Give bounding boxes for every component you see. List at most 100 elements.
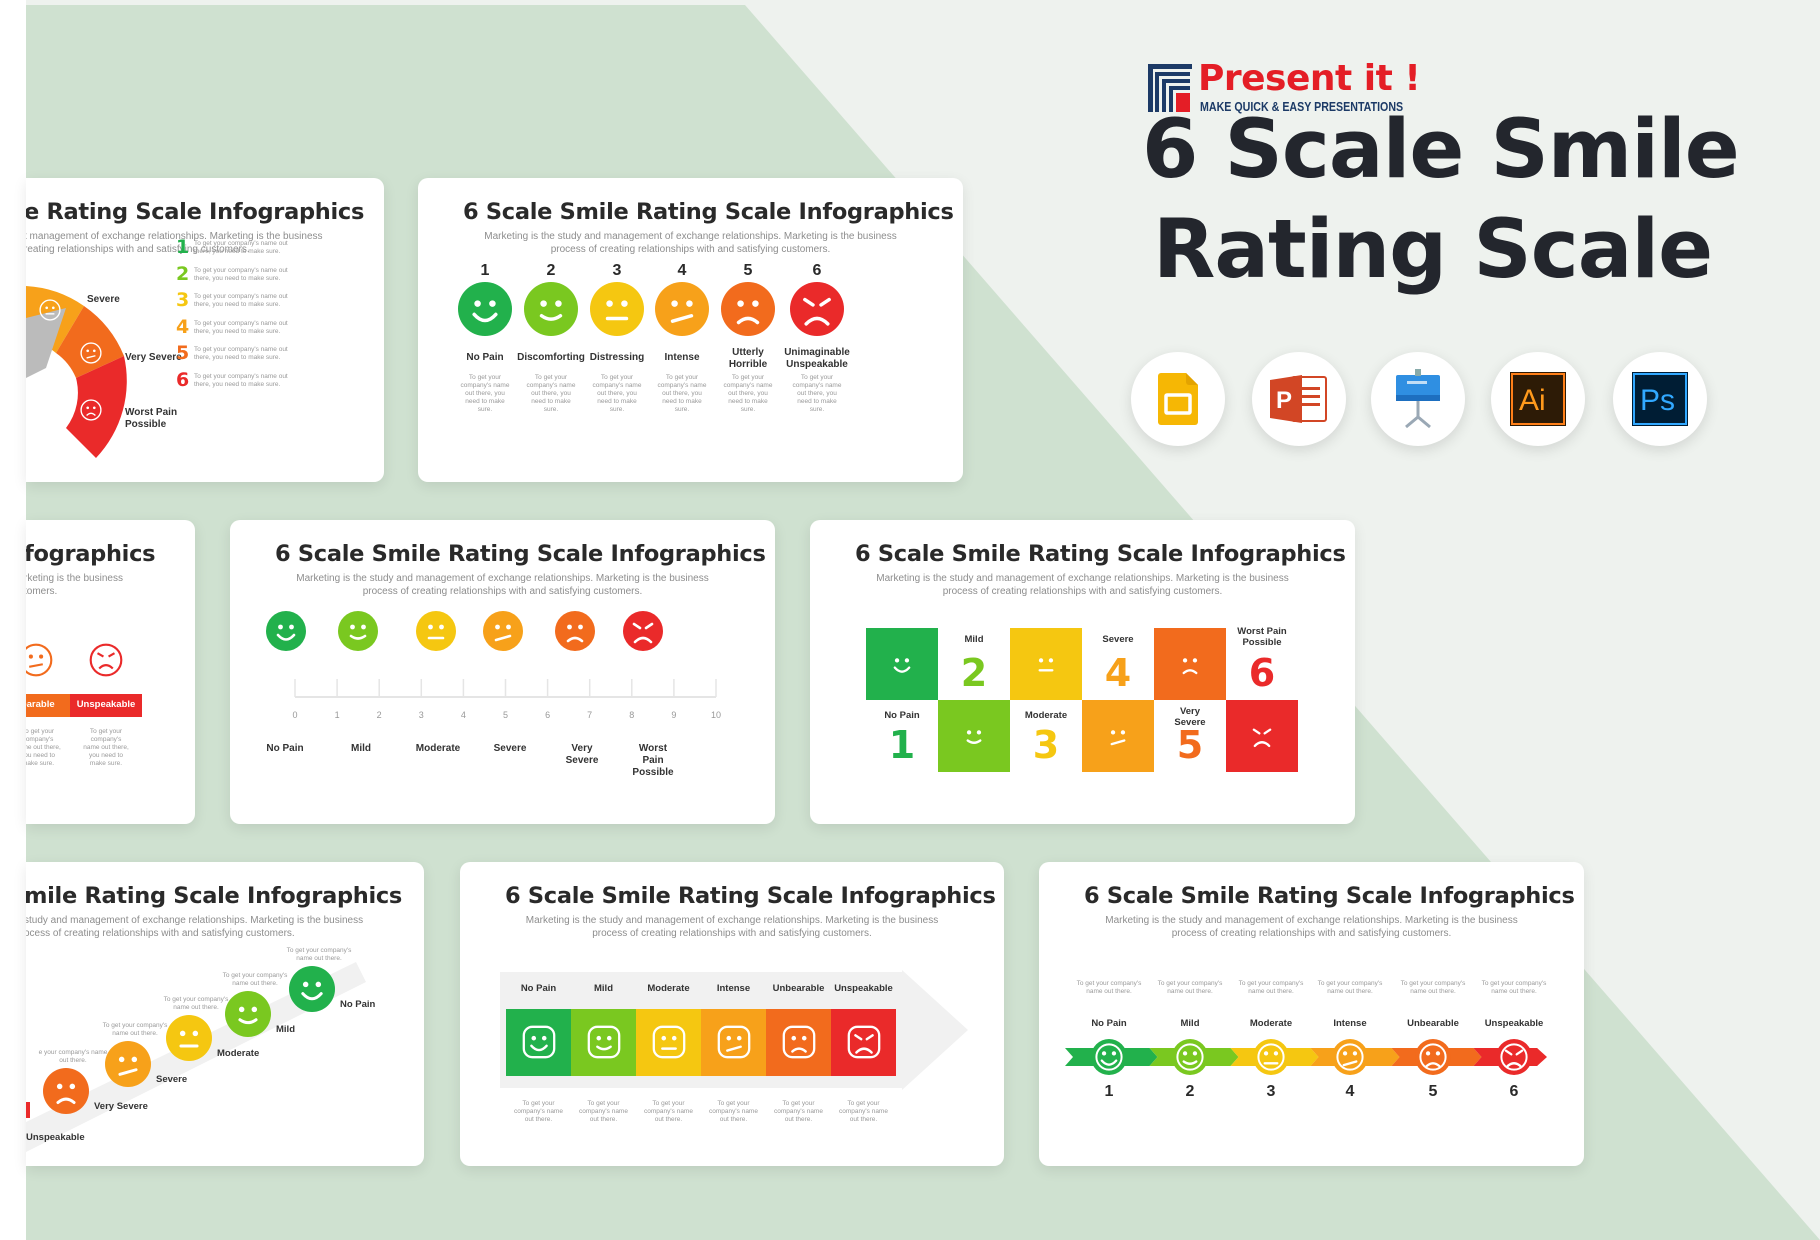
grid-face-unbearable-icon — [1172, 646, 1208, 682]
slide-title: 6 Scale Smile Rating Scale Infographics — [463, 199, 954, 225]
slide-subtitle-1: Marketing is the study and management of… — [484, 231, 897, 242]
arrow-line-desc: To get your company's name out there. — [1157, 980, 1223, 995]
hero-title-line1: 6 Scale Smile — [1142, 103, 1740, 197]
grid-number: 5 — [1176, 723, 1204, 767]
grid-face-unspeakable-icon — [1244, 718, 1280, 754]
partial-face-unspeakable-icon — [89, 643, 123, 677]
arrow-line-face-mild-icon — [1172, 1039, 1208, 1075]
diag-label: Mild — [276, 1024, 295, 1035]
diag-desc: To get your company's name out there. — [222, 972, 288, 987]
grid-face-moderate-icon — [1028, 646, 1064, 682]
grid-label: Possible — [1242, 637, 1282, 648]
face-label: No Pain — [466, 352, 504, 363]
grid-square — [866, 628, 938, 700]
arrow-bar-desc: To get your company's name out there. — [774, 1100, 823, 1123]
slide-subtitle-1: Marketing is the study and management of… — [296, 573, 709, 584]
keynote-icon — [1396, 369, 1440, 429]
slide-title: 6 Scale Smile Rating Scale Infographics — [275, 541, 766, 567]
slide-subtitle-2: process of creating relationships with a… — [550, 244, 831, 255]
arrow-line-face-intense-icon — [1332, 1039, 1368, 1075]
face-desc: To get your company's name out there, yo… — [792, 374, 842, 413]
gauge-list-number: 3 — [176, 289, 190, 311]
slide-subtitle-2: tomers. — [26, 586, 58, 597]
diag-face-moderate-icon — [166, 1015, 212, 1061]
slide-subtitle-1: t management of exchange relationships. … — [26, 231, 323, 242]
gauge-label-possible: Possible — [125, 419, 167, 430]
diag-label: Very Severe — [94, 1101, 148, 1112]
gauge-face-worst-icon — [80, 399, 102, 421]
arrow-bar-desc: To get your company's name out there. — [709, 1100, 758, 1123]
photoshop-badge: Ps — [1613, 352, 1707, 446]
scale-number: 6 — [812, 262, 822, 279]
ruler-tick-label: 3 — [418, 710, 424, 720]
grid-face-no-pain-icon — [884, 646, 920, 682]
diag-desc: e your company's name out there. — [38, 1049, 108, 1064]
face-unbearable-icon — [721, 282, 775, 336]
partial-bar-label: earable — [26, 699, 55, 710]
ruler-tick-label: 10 — [710, 710, 722, 720]
face-label: Distressing — [589, 352, 645, 363]
face-unspeakable-icon — [623, 611, 663, 651]
grid-square — [1154, 628, 1226, 700]
diag-face-no-pain-icon — [289, 966, 335, 1012]
gauge-list-number: 2 — [176, 262, 190, 285]
face-desc: To get your company's name out there, yo… — [460, 374, 510, 413]
illustrator-letters: Ai — [1519, 384, 1546, 417]
ruler-tick-label: 8 — [629, 710, 635, 720]
slide-subtitle-2: process of creating relationships with a… — [592, 928, 872, 939]
illustrator-icon: Ai — [1510, 372, 1566, 426]
present-it-logo-icon — [1148, 64, 1192, 112]
ruler-tick-label: 5 — [502, 710, 509, 720]
ruler-label: Severe — [493, 743, 527, 754]
ruler-label: No Pain — [266, 743, 304, 754]
partial-bar-unspeakable — [70, 694, 142, 717]
grid-face-mild-icon — [956, 718, 992, 754]
scale-number: 1 — [480, 262, 490, 279]
arrow-bar-segment — [831, 1009, 896, 1076]
arrow-line-face-unspeakable-icon — [1496, 1039, 1532, 1075]
grid-square — [938, 700, 1010, 772]
slide-gauge: e Rating Scale Infographics t management… — [26, 178, 384, 482]
slide-arrow-line: 6 Scale Smile Rating Scale Infographics … — [1039, 862, 1584, 1166]
scale-number: 5 — [743, 262, 753, 279]
diag-label: Moderate — [217, 1048, 260, 1059]
gauge-list-text: To get your company's name out there, yo… — [194, 372, 288, 388]
slide-subtitle-2: ocess of creating relationships with and… — [26, 928, 295, 939]
diag-face-mild-icon — [225, 991, 271, 1037]
arrow-bar-label: Unbearable — [772, 983, 825, 994]
slide-diagonal: mile Rating Scale Infographics study and… — [26, 862, 424, 1166]
face-desc: To get your company's name out there, yo… — [526, 374, 576, 413]
arrow-bar-desc: To get your company's name out there. — [514, 1100, 563, 1123]
arrow-line-number: 2 — [1185, 1083, 1195, 1100]
gauge-list-text: To get your company's name out there, yo… — [194, 240, 288, 255]
google-slides-badge — [1131, 352, 1225, 446]
scale-number: 4 — [677, 262, 687, 279]
gauge-list-text: To get your company's name out there, yo… — [194, 266, 288, 282]
arrow-bar-label: No Pain — [520, 983, 557, 994]
slide-grid: 6 Scale Smile Rating Scale Infographics … — [810, 520, 1355, 824]
partial-desc: To get your company's name out there, yo… — [83, 728, 129, 767]
slide-ruler: 6 Scale Smile Rating Scale Infographics … — [230, 520, 775, 824]
arrow-bar-face-unbearable-icon — [780, 1023, 818, 1061]
arrow-line-number: 4 — [1345, 1083, 1355, 1100]
scale-number: 3 — [612, 262, 622, 279]
grid-label: Worst Pain — [1237, 626, 1287, 637]
brand-logo: Present it ! MAKE QUICK & EASY PRESENTAT… — [1148, 58, 1438, 118]
diag-desc: To get your company's name out there. — [102, 1022, 168, 1037]
ruler-tick-label: 0 — [292, 710, 298, 720]
arrow-bar-face-moderate-icon — [650, 1023, 688, 1061]
arrow-bar-desc: To get your company's name out there. — [579, 1100, 628, 1123]
gauge-label-worst-pain: Worst Pain — [125, 407, 178, 418]
arrow-bar-face-no-pain-icon — [520, 1023, 558, 1061]
grid-square — [1082, 700, 1154, 772]
arrow-bar-face-unspeakable-icon — [845, 1023, 883, 1061]
partial-desc: To get your company's name out there, yo… — [26, 728, 61, 767]
powerpoint-badge: P — [1252, 352, 1346, 446]
ruler-tick-label: 9 — [671, 710, 677, 720]
arrow-line-head — [1537, 1048, 1547, 1066]
arrow-line-number: 3 — [1266, 1083, 1276, 1100]
slide-title: 6 Scale Smile Rating Scale Infographics — [505, 883, 996, 909]
slide-partial-left: fographics rketing is the business tomer… — [26, 520, 195, 824]
arrow-bar-label: Mild — [594, 983, 613, 994]
arrow-line-number: 5 — [1428, 1083, 1438, 1100]
